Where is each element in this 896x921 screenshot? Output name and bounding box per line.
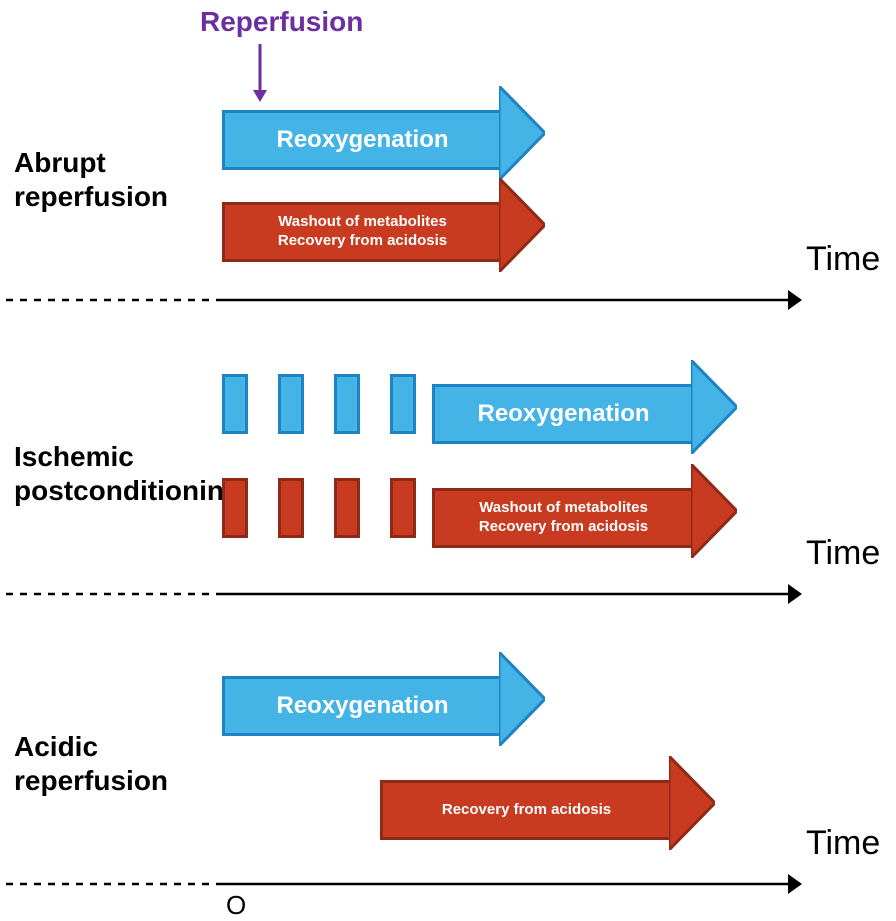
block-arrow-shaft: Reoxygenation: [222, 110, 500, 170]
block-arrow-red: Washout of metabolitesRecovery from acid…: [222, 192, 545, 272]
section-label-line: reperfusion: [14, 180, 168, 214]
time-axis-label: Time: [806, 534, 880, 573]
block-arrow-text: Reoxygenation: [276, 692, 448, 720]
block-arrow-red: Recovery from acidosis: [380, 770, 715, 850]
time-axis: [6, 288, 806, 312]
block-arrow-blue: Reoxygenation: [222, 666, 545, 746]
pulse-blue: [222, 374, 248, 434]
pulse-blue: [334, 374, 360, 434]
section-label-abrupt: Abruptreperfusion: [14, 146, 168, 213]
block-arrow-blue: Reoxygenation: [432, 374, 737, 454]
block-arrow-text: Washout of metabolites: [479, 499, 648, 518]
block-arrow-head: [669, 756, 715, 850]
block-arrow-text: Recovery from acidosis: [278, 232, 447, 251]
pulse-red: [334, 478, 360, 538]
pulse-red: [390, 478, 416, 538]
block-arrow-text: Recovery from acidosis: [442, 801, 611, 820]
time-axis-label: Time: [806, 240, 880, 279]
pulse-red: [278, 478, 304, 538]
reperfusion-arrow-icon: [245, 44, 275, 104]
pulse-blue: [278, 374, 304, 434]
block-arrow-head: [499, 178, 545, 272]
section-label-acidic: Acidicreperfusion: [14, 730, 168, 797]
block-arrow-shaft: Reoxygenation: [432, 384, 692, 444]
time-axis: [6, 872, 806, 896]
block-arrow-shaft: Reoxygenation: [222, 676, 500, 736]
origin-label: O: [226, 890, 246, 921]
time-axis-label: Time: [806, 824, 880, 863]
section-label-line: postconditioning: [14, 474, 241, 508]
pulse-red: [222, 478, 248, 538]
section-label-line: Acidic: [14, 730, 168, 764]
section-label-ipoc: Ischemicpostconditioning: [14, 440, 241, 507]
block-arrow-text: Reoxygenation: [276, 126, 448, 154]
block-arrow-text: Reoxygenation: [477, 400, 649, 428]
time-axis: [6, 582, 806, 606]
block-arrow-head: [691, 360, 737, 454]
pulse-blue: [390, 374, 416, 434]
block-arrow-red: Washout of metabolitesRecovery from acid…: [432, 478, 737, 558]
section-label-line: Ischemic: [14, 440, 241, 474]
section-label-line: reperfusion: [14, 764, 168, 798]
diagram-canvas: ReperfusionAbruptreperfusionReoxygenatio…: [0, 0, 896, 917]
block-arrow-head: [499, 652, 545, 746]
block-arrow-shaft: Washout of metabolitesRecovery from acid…: [432, 488, 692, 548]
section-label-line: Abrupt: [14, 146, 168, 180]
block-arrow-text: Recovery from acidosis: [479, 518, 648, 537]
block-arrow-text: Washout of metabolites: [278, 213, 447, 232]
block-arrow-head: [691, 464, 737, 558]
block-arrow-head: [499, 86, 545, 180]
block-arrow-blue: Reoxygenation: [222, 100, 545, 180]
block-arrow-shaft: Recovery from acidosis: [380, 780, 670, 840]
block-arrow-shaft: Washout of metabolitesRecovery from acid…: [222, 202, 500, 262]
reperfusion-label: Reperfusion: [200, 6, 363, 38]
